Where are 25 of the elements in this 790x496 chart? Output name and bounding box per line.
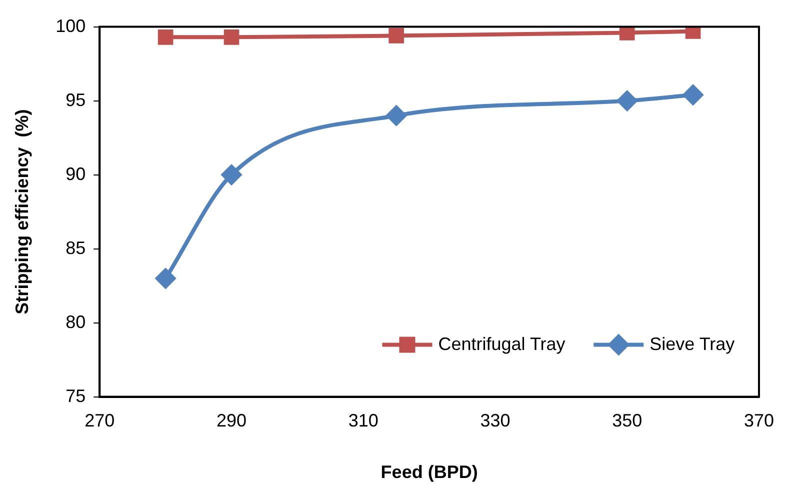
point: [388, 28, 404, 44]
point: [222, 164, 242, 185]
y-tick-label: 80: [66, 312, 86, 332]
x-tick-label: 290: [216, 410, 247, 431]
point: [386, 106, 406, 126]
x-axis-title: Feed (BPD): [380, 462, 478, 482]
legend-label: Centrifugal Tray: [438, 334, 566, 354]
y-tick-label: 95: [66, 90, 86, 110]
y-axis-title: Stripping efficiency (%): [12, 109, 32, 314]
point: [224, 30, 240, 45]
y-tick-label: 85: [66, 238, 86, 258]
y-tick-label: 100: [56, 16, 86, 36]
point: [619, 26, 635, 40]
x-tick-label: 330: [480, 410, 510, 431]
point: [158, 30, 174, 45]
y-tick-label: 90: [66, 164, 86, 184]
y-tick-label: 75: [66, 386, 86, 406]
x-tick-label: 310: [348, 410, 378, 431]
point: [617, 90, 638, 111]
x-tick-label: 270: [84, 410, 115, 431]
x-tick-label: 350: [612, 410, 642, 431]
legend-label: Sieve Tray: [650, 334, 735, 354]
point: [156, 268, 176, 288]
x-tick-label: 370: [744, 410, 774, 431]
point: [683, 84, 704, 105]
